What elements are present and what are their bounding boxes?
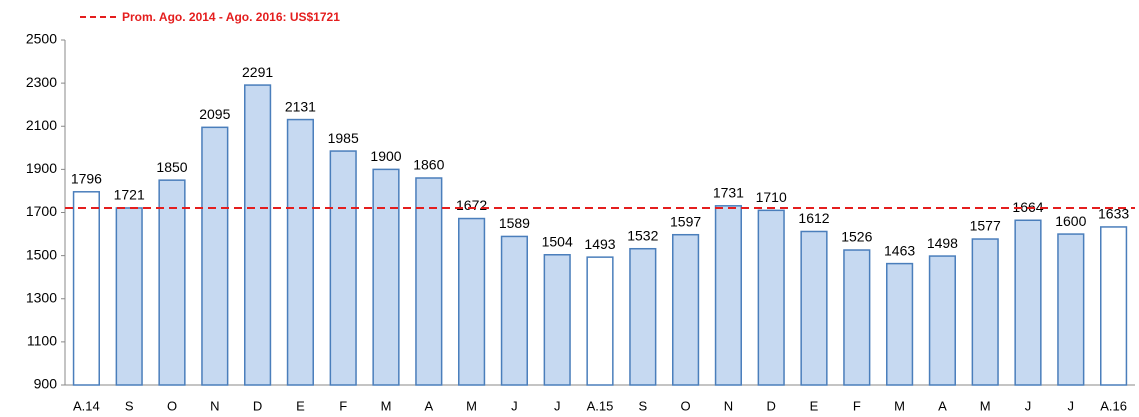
y-tick-label: 1500 xyxy=(26,246,57,262)
data-label: 1860 xyxy=(413,157,444,173)
data-label: 1600 xyxy=(1055,213,1086,229)
x-tick-label: N xyxy=(724,398,733,413)
y-tick-label: 2500 xyxy=(26,31,57,47)
x-tick-label: J xyxy=(1025,398,1032,413)
y-tick-label: 1700 xyxy=(26,203,57,219)
x-tick-label: F xyxy=(853,398,861,413)
x-tick-label: E xyxy=(296,398,305,413)
bar xyxy=(757,209,785,386)
bar xyxy=(415,177,443,386)
data-label: 1796 xyxy=(71,171,102,187)
x-tick-label: A.15 xyxy=(587,398,614,413)
x-tick-label: A xyxy=(424,398,433,413)
bar xyxy=(329,150,357,386)
bar xyxy=(458,217,486,386)
x-tick-label: O xyxy=(681,398,691,413)
x-tick-label: S xyxy=(125,398,134,413)
bar xyxy=(244,84,272,386)
x-tick-label: J xyxy=(554,398,561,413)
data-label: 1731 xyxy=(713,185,744,201)
bar xyxy=(201,126,229,386)
data-label: 1597 xyxy=(670,213,701,229)
bar xyxy=(629,247,657,386)
bar xyxy=(115,207,143,386)
x-tick-label: E xyxy=(810,398,819,413)
bar xyxy=(372,168,400,386)
y-tick-label: 1300 xyxy=(26,289,57,305)
y-tick-label: 2300 xyxy=(26,74,57,90)
data-label: 1633 xyxy=(1098,206,1129,222)
bar xyxy=(1057,233,1085,386)
data-label: 1721 xyxy=(114,187,145,203)
data-label: 1532 xyxy=(627,227,658,243)
x-tick-label: A.14 xyxy=(73,398,100,413)
bar xyxy=(500,235,528,386)
bar xyxy=(1100,226,1128,386)
bar xyxy=(586,256,614,386)
bar xyxy=(672,233,700,386)
x-tick-label: N xyxy=(210,398,219,413)
y-tick-label: 900 xyxy=(34,376,58,392)
x-tick-label: A.16 xyxy=(1100,398,1127,413)
bar xyxy=(1014,219,1042,386)
x-tick-label: D xyxy=(253,398,262,413)
y-tick-label: 2100 xyxy=(26,117,57,133)
data-label: 1577 xyxy=(970,218,1001,234)
data-label: 1504 xyxy=(542,233,573,249)
x-tick-label: S xyxy=(638,398,647,413)
x-tick-label: M xyxy=(980,398,991,413)
data-label: 1498 xyxy=(927,235,958,251)
x-tick-label: F xyxy=(339,398,347,413)
x-tick-label: O xyxy=(167,398,177,413)
y-tick-label: 1900 xyxy=(26,160,57,176)
x-tick-label: J xyxy=(1068,398,1075,413)
bar xyxy=(800,230,828,386)
data-label: 1710 xyxy=(756,189,787,205)
y-tick-label: 1100 xyxy=(27,333,57,349)
data-label: 1463 xyxy=(884,242,915,258)
bar xyxy=(843,249,871,386)
data-label: 1493 xyxy=(584,236,615,252)
bar xyxy=(72,191,100,386)
data-label: 1589 xyxy=(499,215,530,231)
bar xyxy=(971,238,999,386)
legend-label: Prom. Ago. 2014 - Ago. 2016: US$1721 xyxy=(122,10,340,24)
data-label: 1526 xyxy=(841,229,872,245)
data-label: 1664 xyxy=(1012,199,1043,215)
bar xyxy=(286,118,314,386)
x-tick-label: M xyxy=(466,398,477,413)
data-label: 1612 xyxy=(798,210,829,226)
x-tick-label: M xyxy=(894,398,905,413)
data-label: 1672 xyxy=(456,197,487,213)
data-label: 1900 xyxy=(370,148,401,164)
data-label: 1850 xyxy=(156,159,187,175)
data-label: 1985 xyxy=(328,130,359,146)
bar xyxy=(714,205,742,386)
data-label: 2095 xyxy=(199,106,230,122)
bar xyxy=(543,254,571,386)
x-tick-label: D xyxy=(767,398,776,413)
data-label: 2291 xyxy=(242,64,273,80)
bar xyxy=(928,255,956,386)
data-label: 2131 xyxy=(285,98,316,114)
bar xyxy=(158,179,186,386)
x-tick-label: J xyxy=(511,398,518,413)
x-tick-label: M xyxy=(381,398,392,413)
bar xyxy=(886,262,914,386)
x-tick-label: A xyxy=(938,398,947,413)
